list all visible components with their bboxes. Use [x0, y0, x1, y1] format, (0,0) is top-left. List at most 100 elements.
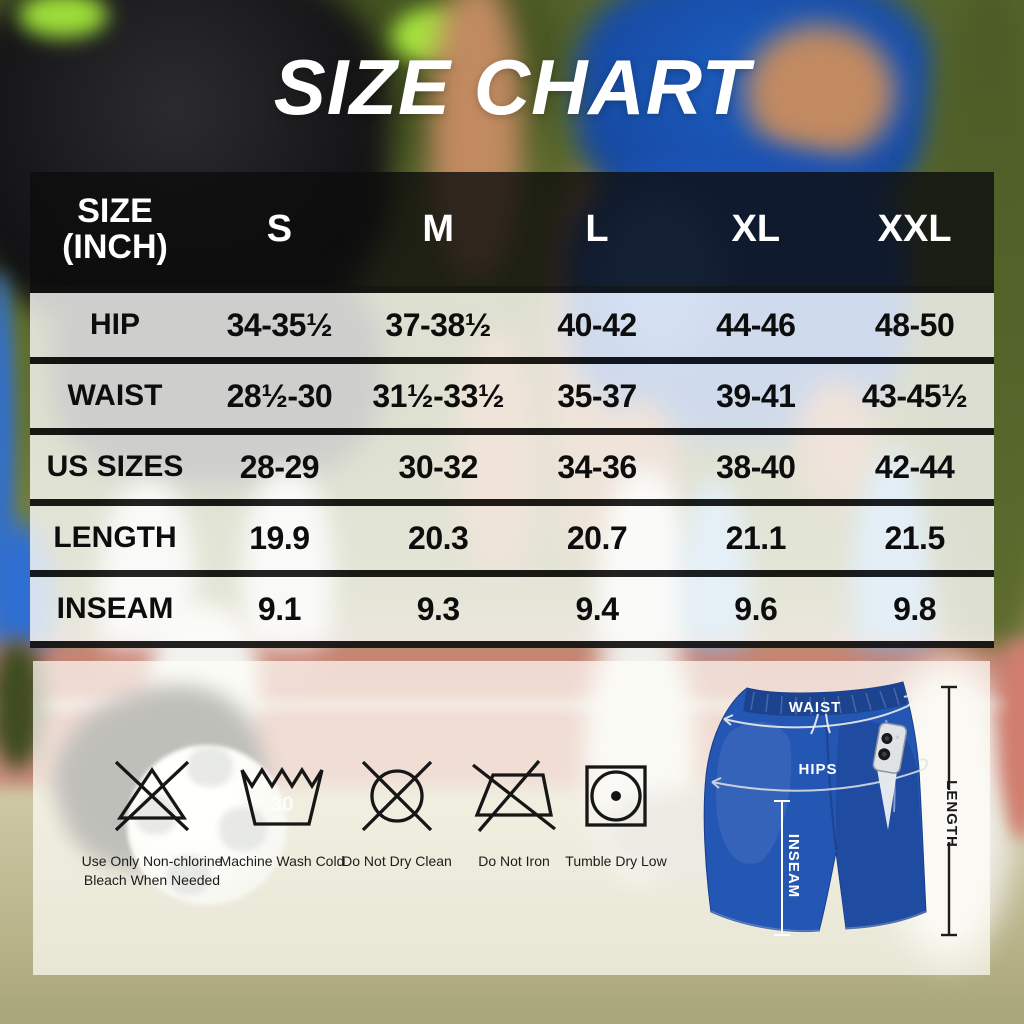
size-value-cell: 34-36 — [557, 448, 637, 485]
size-table: SIZE (INCH) S M L XL XXL HIP 34-35½ 37-3… — [30, 172, 994, 648]
size-value-cell: 21.5 — [884, 519, 945, 556]
care-label-line: Do Not Dry Clean — [342, 853, 452, 869]
size-value-cell: 28-29 — [239, 448, 320, 485]
size-value-cell: 9.6 — [734, 590, 778, 627]
inseam-label: INSEAM — [785, 834, 802, 898]
waistband — [743, 682, 907, 716]
care-label-line: Machine Wash Cold — [219, 853, 345, 869]
unit-header: SIZE (INCH) — [30, 193, 200, 265]
size-value-cell: 9.3 — [416, 590, 460, 627]
size-value-cell: 39-41 — [716, 377, 796, 414]
size-value-cell: 19.9 — [249, 519, 310, 556]
waistband-ribs — [750, 687, 900, 716]
size-col-header-s: S — [266, 207, 293, 250]
page-title: SIZE CHART — [273, 43, 751, 131]
care-label-line: Do Not Iron — [478, 853, 550, 869]
row-separator — [30, 286, 994, 293]
table-row-us-sizes: US SIZES 28-29 30-32 34-36 38-40 42-44 — [30, 435, 994, 499]
non-chlorine-bleach-icon — [114, 760, 190, 832]
size-value-cell: 38-40 — [716, 448, 796, 485]
size-value-cell: 21.1 — [725, 519, 787, 556]
size-value-cell: 20.7 — [566, 519, 628, 556]
length-measure-line — [941, 685, 957, 937]
size-table-header-row: SIZE (INCH) S M L XL XXL — [30, 172, 994, 286]
hem-left — [710, 910, 820, 934]
size-value-cell: 37-38½ — [385, 306, 491, 343]
table-bottom-border — [30, 641, 994, 648]
care-label: Do Not Iron — [478, 852, 550, 871]
care-label-line: Tumble Dry Low — [565, 853, 667, 869]
row-label: WAIST — [67, 379, 163, 412]
size-value-cell: 35-37 — [557, 377, 637, 414]
bg-neon-trim — [18, 0, 108, 38]
table-row-hip: HIP 34-35½ 37-38½ 40-42 44-46 48-50 — [30, 293, 994, 357]
care-label-line: Bleach When Needed — [83, 872, 221, 888]
table-row-length: LENGTH 19.9 20.3 20.7 21.1 21.5 — [30, 506, 994, 570]
care-label: Use Only Non-chlorine Bleach When Needed — [82, 852, 223, 890]
bg-arm — [745, 25, 895, 160]
unit-header-line2: (INCH) — [62, 228, 168, 266]
care-label: Tumble Dry Low — [565, 852, 666, 871]
table-row-inseam: INSEAM 9.1 9.3 9.4 9.6 9.8 — [30, 577, 994, 641]
waist-label: WAIST — [789, 699, 842, 716]
icon-box — [469, 750, 559, 842]
size-value-cell: 44-46 — [716, 306, 796, 343]
row-separator — [30, 357, 994, 364]
shorts-measurement-diagram: WAIST HIPS INSEAM LENGTH — [703, 681, 960, 937]
size-value-cell: 34-35½ — [226, 306, 333, 343]
size-value-cell: 31½-33½ — [372, 377, 505, 414]
size-value-cell: 42-44 — [874, 448, 955, 485]
drawstring — [810, 713, 831, 735]
shorts-body — [703, 681, 927, 933]
icon-box — [583, 750, 649, 842]
shorts-shading — [836, 721, 926, 928]
care-item-dry-clean: Do Not Dry Clean — [322, 750, 472, 871]
unit-header-line1: SIZE — [77, 191, 153, 230]
size-value-cell: 30-32 — [398, 448, 479, 485]
length-label: LENGTH — [943, 780, 960, 848]
care-label: Machine Wash Cold — [220, 852, 345, 871]
icon-box — [355, 750, 439, 842]
care-label-line: Use Only Non-chlorine — [81, 853, 223, 869]
table-row-waist: WAIST 28½-30 31½-33½ 35-37 39-41 43-45½ — [30, 364, 994, 428]
shorts-highlight — [715, 721, 792, 864]
care-item-tumble-dry: Tumble Dry Low — [546, 750, 686, 871]
do-not-dry-clean-icon — [361, 760, 433, 832]
care-item-iron: Do Not Iron — [444, 750, 584, 871]
size-value-cell: 48-50 — [874, 306, 955, 343]
care-item-bleach: Use Only Non-chlorine Bleach When Needed — [57, 750, 247, 890]
size-col-header-xxl: XXL — [877, 207, 952, 250]
size-value-cell: 9.4 — [575, 590, 619, 627]
hips-measure-line — [711, 758, 928, 792]
size-value-cell: 9.8 — [893, 590, 937, 627]
icon-box — [110, 750, 194, 842]
tumble-dry-low-icon — [585, 765, 647, 827]
wash-temp: 30 — [270, 793, 293, 816]
row-label: HIP — [89, 308, 140, 341]
size-value-cell: 28½-30 — [226, 377, 333, 414]
inseam-measure-line — [774, 800, 790, 936]
care-label: Do Not Dry Clean — [342, 852, 452, 871]
row-separator — [30, 570, 994, 577]
icon-box: 30 — [236, 750, 328, 842]
size-value-cell: 43-45½ — [861, 377, 968, 414]
size-col-header-l: L — [585, 207, 609, 250]
hem-right — [845, 910, 927, 931]
phone — [872, 722, 908, 774]
hips-label: HIPS — [798, 761, 837, 778]
row-separator — [30, 499, 994, 506]
size-value-cell: 20.3 — [408, 519, 469, 556]
waist-measure-line — [723, 695, 912, 729]
size-value-cell: 40-42 — [557, 306, 637, 343]
machine-wash-cold-icon: 30 — [240, 766, 324, 826]
do-not-iron-icon — [471, 759, 557, 833]
size-col-header-xl: XL — [731, 207, 781, 250]
row-label: LENGTH — [53, 521, 177, 554]
row-label: US SIZES — [46, 450, 184, 483]
size-value-cell: 9.1 — [257, 590, 301, 627]
size-col-header-m: M — [422, 207, 455, 250]
row-label: INSEAM — [56, 592, 174, 625]
row-separator — [30, 428, 994, 435]
care-item-wash: 30 Machine Wash Cold — [207, 750, 357, 871]
